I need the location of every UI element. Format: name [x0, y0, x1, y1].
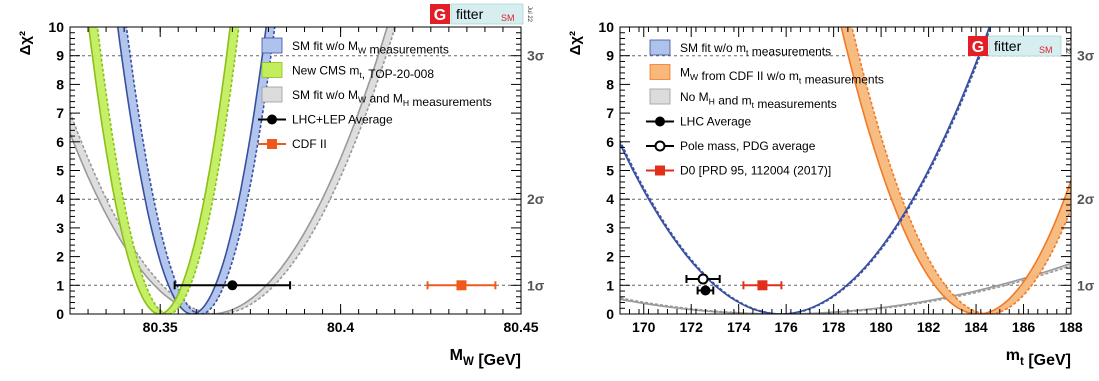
sigma-label: 2σ	[527, 191, 545, 207]
band-edge-left	[620, 27, 991, 314]
x-tick-label: 80.35	[143, 319, 178, 335]
gfitter-sm: SM	[1039, 45, 1053, 55]
data-point	[697, 273, 709, 285]
y-tick-label: 9	[606, 48, 614, 64]
chart-panel-2: 0 1 2 3 4 5 6 7 8 9 10 170 172 174 176 178 180 182 184 186 1…	[567, 19, 1095, 369]
y-tick-label: 8	[56, 76, 64, 92]
legend-label: SM fit w/o MW measurements	[292, 39, 449, 57]
sigma-label: 1σ	[527, 277, 545, 293]
legend-label: Pole mass, PDG average	[680, 139, 816, 153]
y-tick-label: 0	[56, 306, 64, 322]
legend-swatch	[261, 62, 283, 78]
band-cms	[88, 27, 239, 314]
legend-swatch	[261, 86, 283, 103]
y-tick-label: 7	[606, 105, 614, 121]
legend-label: MW from CDF II w/o mt measurements	[680, 66, 884, 87]
legend-label: LHC Average	[680, 115, 751, 129]
plot-area	[620, 27, 1071, 314]
legend-label: LHC+LEP Average	[292, 113, 393, 127]
legend-marker	[267, 114, 277, 125]
legend-label: D0 [PRD 95, 112004 (2017)]	[680, 164, 831, 178]
band-edge-left	[87, 27, 232, 314]
y-tick-label: 5	[56, 163, 64, 179]
gfitter-date: Jul 22	[526, 6, 532, 23]
legend-label: CDF II	[292, 137, 327, 151]
y-tick-label: 4	[56, 191, 64, 207]
legend: SM fit w/o MW measurements New CMS mt, TO…	[258, 37, 492, 151]
sigma-label: 3σ	[527, 48, 545, 64]
data-point	[757, 280, 768, 291]
legend-label: SM fit w/o MW and MH measurements	[292, 88, 492, 109]
data-point	[227, 280, 238, 291]
band-edge-right	[620, 27, 992, 314]
y-tick-label: 0	[606, 306, 614, 322]
data-point	[700, 285, 711, 296]
y-tick-label: 10	[598, 19, 614, 35]
x-tick-label: 186	[1012, 319, 1036, 335]
y-tick-label: 1	[606, 277, 614, 293]
gfitter-g: G	[972, 39, 984, 56]
y-tick-label: 8	[606, 76, 614, 92]
sigma-label: 1σ	[1077, 277, 1095, 293]
y-tick-label: 3	[56, 220, 64, 236]
y-tick-label: 6	[606, 134, 614, 150]
legend-marker	[655, 165, 665, 176]
x-axis-label: MW [GeV]	[450, 347, 521, 369]
y-axis-label: Δχ²	[567, 31, 584, 55]
x-tick-label: 180	[869, 319, 893, 335]
legend-marker	[654, 140, 666, 152]
x-tick-label: 80.4	[327, 319, 354, 335]
x-tick-label: 184	[964, 319, 988, 335]
legend-swatch	[261, 37, 283, 54]
gfitter-box	[450, 3, 524, 25]
x-axis-label: mt [GeV]	[1006, 347, 1071, 369]
gfitter-text: fitter	[456, 6, 484, 22]
gfitter-g: G	[434, 7, 446, 24]
gfitter-text: fitter	[994, 38, 1022, 54]
legend-label: No MH and mt measurements	[680, 90, 837, 111]
gfitter-date: Jul 22	[1064, 38, 1070, 55]
x-tick-label: 182	[917, 319, 941, 335]
gfitter-g-box	[968, 36, 988, 56]
band-cdf	[841, 27, 1071, 314]
y-axis-label: Δχ²	[17, 31, 34, 55]
chart-panel-1: 0 1 2 3 4 5 6 7 8 9 10 80.35 80.4 80.45 1σ 2σ 3σ MW [GeV]…	[17, 3, 545, 369]
legend-swatch	[649, 88, 671, 105]
gfitter-sm: SM	[501, 13, 515, 23]
sigma-label: 3σ	[1077, 48, 1095, 64]
gfitter-g-box	[430, 4, 450, 24]
legend-marker	[655, 116, 665, 127]
legend-label: SM fit w/o mt measurements	[680, 41, 831, 59]
sigma-label: 2σ	[1077, 191, 1095, 207]
y-tick-label: 10	[48, 19, 64, 35]
y-tick-label: 2	[56, 249, 64, 265]
y-tick-label: 7	[56, 105, 64, 121]
legend-label: New CMS mt, TOP-20-008	[292, 64, 434, 82]
y-tick-label: 3	[606, 220, 614, 236]
legend-swatch	[649, 39, 671, 56]
y-tick-label: 9	[56, 48, 64, 64]
y-tick-label: 5	[606, 163, 614, 179]
x-tick-label: 174	[727, 319, 751, 335]
x-tick-label: 188	[1059, 319, 1083, 335]
legend: SM fit w/o mt measurements MW from CDF II…	[646, 39, 884, 178]
band-edge-right	[96, 27, 240, 314]
data-point	[456, 280, 467, 291]
x-tick-label: 176	[774, 319, 798, 335]
x-tick-label: 80.45	[503, 319, 538, 335]
y-tick-label: 4	[606, 191, 614, 207]
x-tick-label: 170	[632, 319, 656, 335]
y-tick-label: 6	[56, 134, 64, 150]
gfitter-box	[988, 35, 1062, 57]
legend-marker	[267, 139, 277, 149]
x-tick-label: 178	[822, 319, 846, 335]
y-tick-label: 1	[56, 277, 64, 293]
x-tick-label: 172	[680, 319, 704, 335]
legend-swatch	[649, 64, 671, 80]
band-sm	[117, 27, 275, 314]
y-tick-label: 2	[606, 249, 614, 265]
